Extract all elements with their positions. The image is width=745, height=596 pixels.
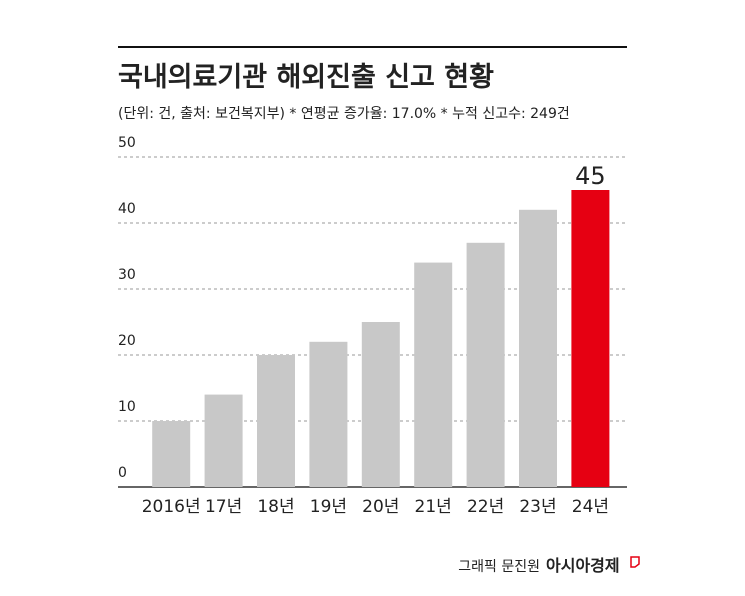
chart-subtitle: (단위: 건, 출처: 보건복지부) * 연평균 증가율: 17.0% * 누적… [118,106,570,122]
bar [309,341,348,487]
y-tick-label: 30 [118,267,136,283]
y-tick-label: 40 [118,201,136,217]
x-tick-label: 22년 [467,497,504,517]
x-tick-label: 24년 [572,497,609,517]
y-tick-label: 20 [118,333,136,349]
y-tick-label: 50 [118,135,136,151]
bar [361,322,400,487]
bar [414,262,453,487]
value-label: 45 [575,162,606,190]
x-tick-label: 19년 [310,497,347,517]
bar [152,421,191,487]
bar [519,209,557,488]
x-tick-label: 18년 [257,497,294,517]
publisher: 아시아경제 [546,556,620,575]
x-tick-label: 2016년 [142,497,201,517]
y-tick-label: 10 [118,399,136,415]
credit: 그래픽 문진원 [458,559,540,575]
bar [204,394,243,487]
y-tick-label: 0 [118,465,127,481]
bar [571,190,610,487]
x-tick-label: 17년 [205,497,242,517]
x-tick-label: 23년 [519,497,556,517]
x-tick-label: 21년 [415,497,452,517]
chart-title: 국내의료기관 해외진출 신고 현황 [118,62,494,93]
bar [466,242,505,487]
logo-icon [630,556,640,568]
x-tick-label: 20년 [362,497,399,517]
bar [257,355,295,487]
